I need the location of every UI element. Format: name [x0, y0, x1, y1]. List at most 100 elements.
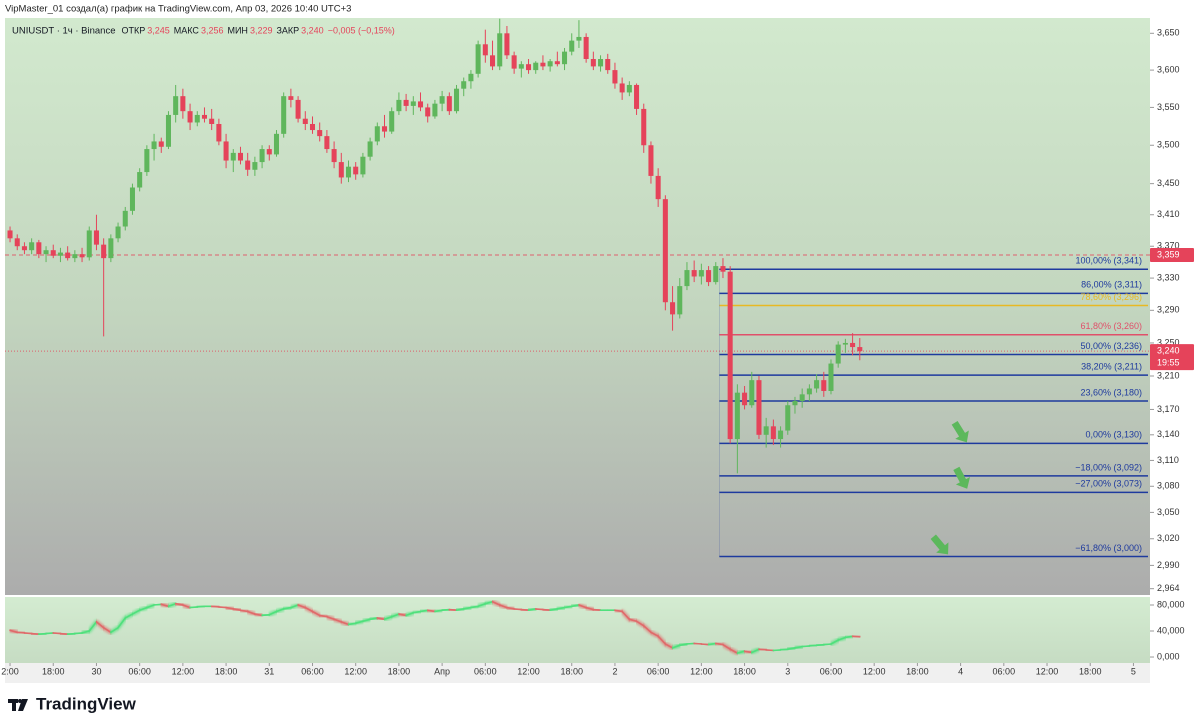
- candle-body: [101, 244, 107, 259]
- candle-body: [29, 242, 35, 251]
- candle-body: [713, 266, 719, 283]
- candle-body: [497, 33, 503, 67]
- x-tick-label: 06:00: [820, 666, 843, 676]
- candle-body: [324, 136, 330, 150]
- candle-body: [533, 62, 539, 71]
- ohlc-value: 3,240: [301, 25, 324, 35]
- candle-body: [21, 246, 27, 251]
- candle-body: [727, 271, 733, 440]
- x-tick-label: 2: [612, 666, 617, 676]
- candle-body: [821, 380, 827, 391]
- candle-body: [554, 61, 560, 65]
- candle-body: [396, 99, 402, 112]
- x-tick-label: 12:00: [863, 666, 886, 676]
- x-tick-label: 06:00: [128, 666, 151, 676]
- candle-body: [72, 254, 78, 259]
- candle-body: [619, 83, 625, 93]
- candle-body: [453, 88, 460, 112]
- x-tick-label: 12:00: [344, 666, 367, 676]
- candle-body: [245, 160, 251, 170]
- candle-body: [461, 81, 467, 89]
- candle-body: [281, 96, 287, 134]
- candle-body: [122, 210, 128, 227]
- fib-label: 100,00% (3,341): [1075, 256, 1142, 266]
- y-tick-label: 3,250: [1157, 337, 1180, 347]
- y-tick-label: 3,500: [1157, 140, 1180, 150]
- price-countdown: 19:55: [1157, 358, 1180, 368]
- candle-body: [237, 152, 244, 161]
- candle-body: [835, 344, 841, 364]
- candle-body: [504, 33, 510, 56]
- price-label-box: [1150, 344, 1194, 371]
- y-tick-label: 2,990: [1157, 560, 1180, 570]
- candle-body: [641, 108, 647, 146]
- x-tick-label: 06:00: [474, 666, 497, 676]
- candle-body: [605, 59, 611, 71]
- candle-body: [842, 342, 848, 345]
- candle-body: [331, 149, 337, 163]
- candle-body: [684, 270, 690, 287]
- candle-body: [720, 266, 726, 272]
- header-title: VipMaster_01 создал(а) график на Trading…: [5, 4, 351, 15]
- candle-body: [799, 394, 805, 402]
- candle-body: [850, 342, 856, 348]
- x-tick-label: 18:00: [560, 666, 583, 676]
- x-tick-label: 4: [958, 666, 963, 676]
- y-tick-label: 3,330: [1157, 272, 1180, 282]
- candle-body: [158, 141, 164, 147]
- y-tick-label: 3,450: [1157, 178, 1180, 188]
- candle-body: [165, 114, 171, 147]
- ohlc-value: 3,256: [201, 25, 224, 35]
- candle-body: [36, 242, 42, 255]
- candle-body: [734, 392, 740, 440]
- candle-body: [223, 141, 229, 161]
- candle-body: [626, 84, 632, 93]
- candle-body: [792, 401, 798, 406]
- candle-body: [7, 230, 13, 239]
- candle-body: [403, 99, 409, 106]
- y-tick-label: 3,080: [1157, 481, 1180, 491]
- candle-body: [446, 96, 452, 112]
- symbol-title: UNIUSDT · 1ч · Binance: [12, 26, 116, 37]
- x-tick-label: 12:00: [1036, 666, 1059, 676]
- candle-body: [295, 99, 301, 119]
- candle-body: [778, 430, 784, 440]
- brand-name: TradingView: [36, 694, 137, 713]
- y-tick-label: 3,650: [1157, 28, 1180, 38]
- candle-body: [317, 130, 323, 137]
- candle-body: [655, 175, 661, 200]
- y-tick-label: 3,370: [1157, 241, 1180, 251]
- candle-body: [511, 55, 517, 69]
- candle-body: [345, 166, 352, 178]
- candle-body: [569, 40, 575, 52]
- plot-background: [5, 18, 1150, 595]
- x-tick-label: 06:00: [647, 666, 670, 676]
- candle-body: [259, 149, 265, 163]
- candle-body: [389, 111, 395, 132]
- y-tick-label: 3,110: [1157, 455, 1179, 465]
- candle-body: [338, 162, 344, 178]
- candle-body: [360, 156, 366, 175]
- x-tick-label: 06:00: [301, 666, 324, 676]
- candle-body: [475, 44, 481, 74]
- x-tick-label: 12:00: [172, 666, 195, 676]
- x-tick-label: 2:00: [1, 666, 19, 676]
- x-tick-label: 18:00: [388, 666, 411, 676]
- candle-body: [576, 36, 582, 41]
- candle-body: [86, 230, 92, 258]
- candle-body: [14, 238, 20, 247]
- y-tick-label: 3,140: [1157, 429, 1180, 439]
- x-tick-label: 18:00: [906, 666, 929, 676]
- y-tick-label: 3,050: [1157, 507, 1180, 517]
- y-tick-label: 40,000: [1157, 625, 1185, 635]
- candle-body: [562, 51, 568, 65]
- x-tick-label: 12:00: [690, 666, 713, 676]
- x-tick-label: 18:00: [733, 666, 756, 676]
- candle-body: [518, 64, 524, 69]
- y-tick-label: 3,600: [1157, 64, 1180, 74]
- fib-label: 23,60% (3,180): [1080, 387, 1142, 397]
- candle-body: [763, 426, 769, 435]
- y-tick-label: 3,170: [1157, 404, 1180, 414]
- candle-body: [598, 59, 604, 67]
